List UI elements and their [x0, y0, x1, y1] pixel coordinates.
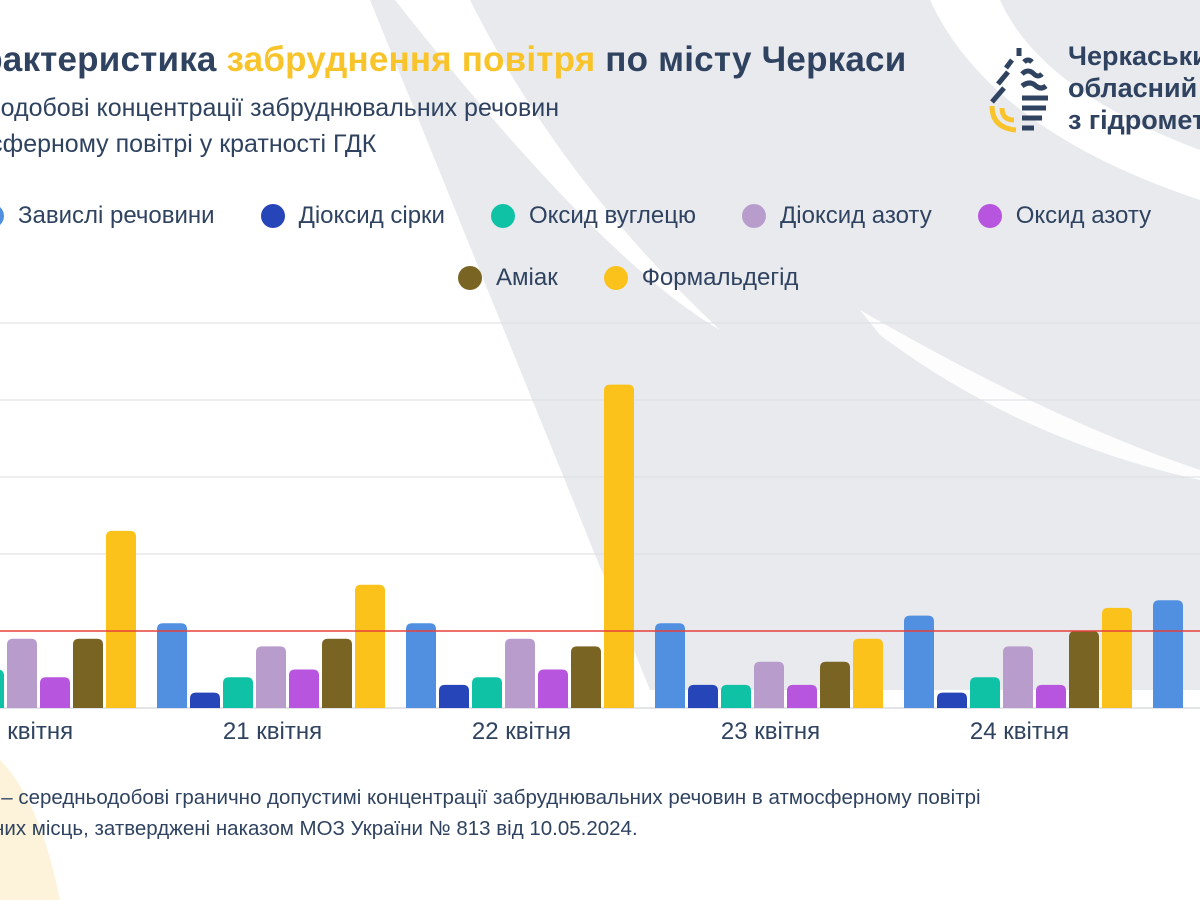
bar [73, 638, 103, 708]
org-line1: Черкаський [1068, 41, 1200, 71]
legend-swatch [490, 204, 515, 228]
legend-item: Аміак [458, 264, 558, 292]
footnote-line1: ГДК – середньодобові гранично допустимі … [0, 786, 981, 809]
legend-item: Завислі речовини [0, 202, 215, 230]
chart-legend-row1: Завислі речовини Діоксид сірки Оксид вуг… [0, 202, 1197, 230]
legend-item: Оксид азоту [977, 202, 1152, 230]
org-line3: з гідрометеорології [1068, 105, 1200, 135]
x-tick-label: 24 квітня [970, 718, 1069, 745]
legend-label: Аміак [496, 264, 558, 291]
page-subtitle: Середньодобові концентрації забруднюваль… [0, 90, 559, 162]
footnote-line2-text: населених місць, затверджені наказом МОЗ… [0, 817, 638, 840]
bar [40, 677, 70, 708]
bar [787, 684, 817, 708]
background-arc [395, 0, 720, 330]
bar [7, 638, 37, 708]
bar [604, 384, 634, 708]
bar [853, 638, 883, 708]
x-tick-label: 22 квітня [472, 718, 571, 745]
bar-chart: 20 квітня 21 квітня 22 квітня 23 квітня 24 к… [0, 322, 1200, 745]
legend-swatch [260, 204, 285, 228]
x-tick-label: 20 квітня [0, 718, 73, 745]
legend-item: Формальдегід [603, 264, 799, 292]
bar [754, 661, 784, 708]
bar [1102, 607, 1132, 708]
background-corner-shape [0, 760, 60, 900]
title-part1: Характеристика [0, 40, 217, 79]
legend-item: Оксид вуглецю [490, 202, 697, 230]
bar [289, 669, 319, 708]
legend-item: Діоксид азоту [742, 202, 932, 230]
bar [505, 638, 535, 708]
bar [1036, 684, 1066, 708]
bar [322, 638, 352, 708]
org-line2: обласний центр [1068, 73, 1200, 103]
x-tick-label: 23 квітня [721, 718, 820, 745]
legend-label: Формальдегід [641, 264, 799, 291]
legend-swatch [977, 204, 1002, 228]
footnote-line2: населених місць, затверджені наказом МОЗ… [0, 813, 981, 844]
bar [538, 669, 568, 708]
legend-swatch [742, 204, 767, 228]
subtitle-line1: Середньодобові концентрації забруднюваль… [0, 94, 559, 122]
x-tick-label: 21 квітня [223, 718, 322, 745]
legend-label: Діоксид азоту [780, 202, 932, 229]
legend-swatch [458, 266, 482, 290]
organization-name: Черкаський обласний центр з гідрометеоро… [1068, 40, 1200, 136]
bar [472, 677, 502, 708]
bar [904, 615, 934, 708]
bar [1003, 646, 1033, 708]
bar [1153, 600, 1183, 708]
bar [655, 623, 685, 708]
bar [406, 623, 436, 708]
legend-label: Оксид азоту [1015, 202, 1152, 229]
bar [937, 692, 967, 708]
bar [0, 669, 4, 708]
bar [106, 530, 136, 708]
chart-legend-row2: Аміак Формальдегід [458, 264, 844, 292]
bar [721, 684, 751, 708]
bar [688, 684, 718, 708]
bar [439, 684, 469, 708]
legend-swatch [0, 204, 4, 228]
bar [571, 646, 601, 708]
legend-swatch [603, 266, 628, 290]
bar [256, 646, 286, 708]
legend-item: Діоксид сірки [260, 202, 445, 230]
legend-label: Оксид вуглецю [528, 202, 697, 229]
legend-label: Завислі речовини [18, 202, 215, 229]
bar [157, 623, 187, 708]
background-arc [930, 0, 1200, 200]
drop-logo-icon [989, 48, 1048, 133]
bar [970, 677, 1000, 708]
background-arc [860, 310, 1200, 480]
bar [820, 661, 850, 708]
title-part2: по місту Черкаси [605, 40, 907, 79]
title-highlight: забруднення повітря [226, 40, 596, 79]
subtitle-line2: в атмосферному повітрі у кратності ГДК [0, 130, 377, 158]
bar [190, 692, 220, 708]
bar [355, 584, 385, 708]
footnote: ГДК – середньодобові гранично допустимі … [0, 782, 981, 844]
legend-label: Діоксид сірки [298, 202, 445, 229]
page-title: Характеристика забруднення повітря по мі… [0, 40, 906, 80]
bar [223, 677, 253, 708]
bar [1069, 631, 1099, 708]
